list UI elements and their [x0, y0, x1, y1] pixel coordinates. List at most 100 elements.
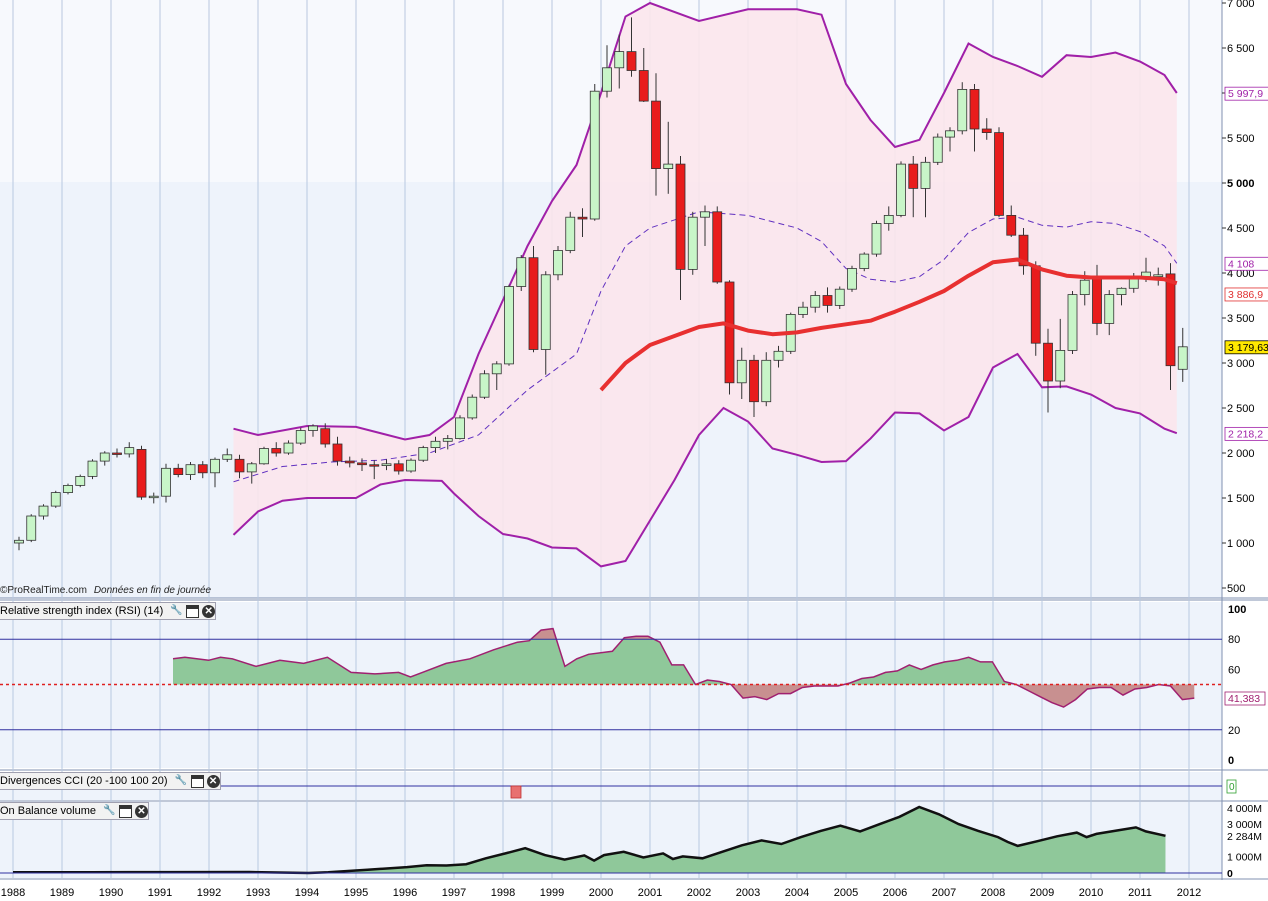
- candle-up: [161, 467, 171, 497]
- x-axis-year-label: 1992: [197, 887, 221, 899]
- rsi-tick-label: 0: [1228, 755, 1234, 767]
- candle-up: [63, 484, 73, 493]
- upper-bollinger-band: [233, 1, 1178, 441]
- middle-bollinger-band: [233, 211, 1178, 483]
- x-axis-year-label: 2000: [589, 887, 613, 899]
- rsi-last-box: [1224, 691, 1266, 706]
- x-axis-year-label: 1998: [491, 887, 515, 899]
- mid-band-value-box: [1224, 256, 1268, 271]
- candle-up: [87, 460, 98, 477]
- chart-credit: ©ProRealTime.com Données en fin de journ…: [0, 585, 211, 596]
- candle-down: [822, 295, 833, 306]
- candle-up: [295, 430, 306, 444]
- rsi-tick-label: 100: [1228, 604, 1246, 616]
- price-tick-label: 7 000: [1227, 0, 1255, 10]
- x-axis-year-label: 1993: [246, 887, 270, 899]
- x-axis-year-label: 1995: [344, 887, 368, 899]
- candle-down: [1006, 214, 1017, 236]
- rsi-close-icon[interactable]: [202, 604, 216, 618]
- obv-detach-window-icon[interactable]: [119, 804, 132, 818]
- candle-up: [381, 463, 392, 466]
- obv-line: [12, 805, 1166, 875]
- candle-down: [749, 359, 759, 403]
- candle-up: [883, 214, 894, 224]
- candle-up: [663, 163, 674, 170]
- price-tick-label: 1 000: [1227, 538, 1255, 550]
- candle-up: [479, 373, 490, 398]
- candle-up: [467, 396, 478, 419]
- candle-down: [112, 452, 122, 455]
- candle-down: [173, 467, 184, 475]
- obv-close-icon[interactable]: [135, 804, 148, 818]
- last-price-value-box: [1224, 340, 1268, 355]
- cci-detach-window-icon[interactable]: [190, 774, 204, 788]
- x-axis-year-label: 1990: [99, 887, 123, 899]
- candle-up: [491, 363, 502, 375]
- x-axis-year-label: 2006: [883, 887, 907, 899]
- candle-up: [283, 442, 294, 454]
- candle-down: [357, 462, 367, 466]
- candle-up: [504, 286, 514, 365]
- moving-average-line: [599, 257, 1178, 392]
- rsi-settings-wrench-icon[interactable]: [170, 603, 183, 619]
- candle-up: [1153, 274, 1164, 277]
- rsi-detach-window-icon[interactable]: [186, 604, 200, 618]
- cci-close-icon[interactable]: [206, 774, 220, 788]
- candle-up: [1104, 294, 1115, 324]
- x-axis-year-label: 1991: [148, 887, 172, 899]
- candle-up: [540, 274, 551, 350]
- price-tick-label: 5 500: [1227, 133, 1255, 145]
- candle-down: [393, 463, 404, 472]
- candle-down: [197, 464, 208, 474]
- candle-up: [700, 211, 710, 218]
- candle-up: [859, 253, 870, 269]
- rsi-last-value: 41,383: [1228, 693, 1260, 705]
- rsi-tick-label: 60: [1228, 664, 1240, 676]
- price-tick-label: 5 000: [1227, 178, 1255, 190]
- cci-panel-header: Divergences CCI (20 -100 100 20): [0, 772, 221, 790]
- rsi-fill-overbought: [530, 628, 654, 640]
- candle-up: [14, 539, 24, 544]
- candle-up: [614, 51, 625, 69]
- candle-up: [185, 464, 196, 476]
- cci-divergence-marker: [510, 785, 522, 799]
- candle-up: [945, 130, 955, 138]
- candle-down: [1092, 276, 1102, 324]
- candle-up: [308, 425, 318, 431]
- x-axis-year-label: 2003: [736, 887, 760, 899]
- rsi-line: [172, 627, 1195, 708]
- candle-down: [1043, 342, 1053, 382]
- price-tick-label: 4 000: [1227, 268, 1255, 280]
- price-tick-label: 1 500: [1227, 493, 1255, 505]
- candle-up: [834, 288, 845, 306]
- obv-settings-wrench-icon[interactable]: [103, 803, 116, 819]
- candle-down: [712, 211, 723, 283]
- moving-average-value-box: [1224, 287, 1268, 302]
- x-axis-year-label: 2012: [1177, 887, 1201, 899]
- cci-settings-wrench-icon[interactable]: [175, 773, 188, 789]
- candle-up: [932, 136, 943, 163]
- candle-up: [1079, 279, 1090, 296]
- candle-up: [736, 359, 747, 384]
- candle-up: [687, 216, 698, 270]
- lower-bollinger-band: [232, 352, 1178, 568]
- obv-tick-label: 1 000M: [1227, 852, 1262, 864]
- candle-up: [1055, 349, 1066, 382]
- candle-down: [1165, 273, 1176, 367]
- candle-up: [1116, 287, 1127, 295]
- candle-up: [896, 163, 906, 216]
- rsi-tick-label: 20: [1228, 725, 1240, 737]
- candle-up: [246, 463, 257, 473]
- price-tick-label: 2 000: [1227, 448, 1255, 460]
- candle-up: [553, 250, 563, 276]
- price-tick-label: 500: [1227, 583, 1245, 595]
- credit-note: Données en fin de journée: [93, 585, 212, 596]
- cci-panel-title: Divergences CCI (20 -100 100 20): [0, 775, 168, 787]
- cci-last-value: 0: [1229, 782, 1235, 793]
- candle-up: [810, 295, 821, 308]
- candle-up: [602, 67, 612, 92]
- x-axis-year-label: 2001: [638, 887, 662, 899]
- candle-down: [638, 70, 649, 102]
- candle-up: [1067, 294, 1078, 351]
- obv-panel-title: On Balance volume: [0, 805, 96, 817]
